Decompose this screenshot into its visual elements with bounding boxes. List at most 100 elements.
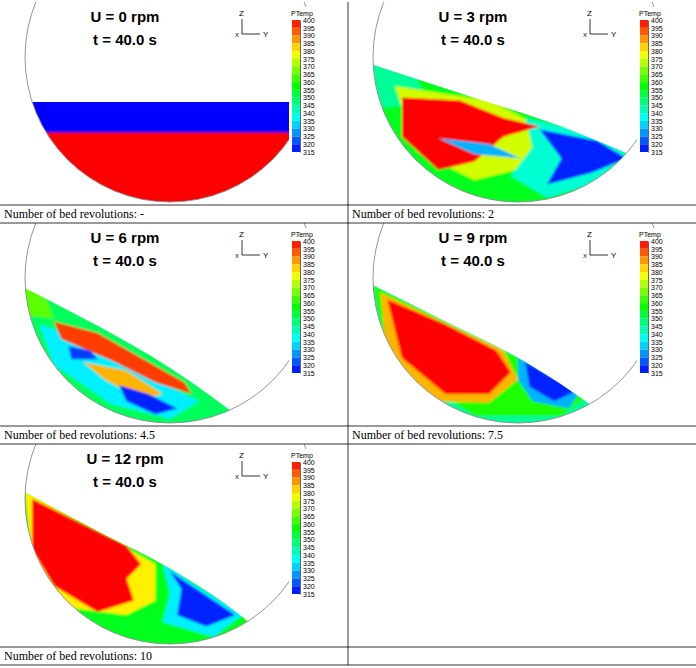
temperature-region — [170, 572, 235, 627]
colorbar-band — [292, 311, 300, 319]
colorbar-band — [292, 319, 300, 327]
panel-content — [5, 2, 335, 205]
triad-z-axis — [242, 240, 243, 255]
colorbar-tick: 345 — [300, 544, 315, 551]
colorbar-tick-label: 315 — [651, 149, 663, 156]
colorbar-band — [292, 303, 300, 311]
panel-content — [5, 223, 335, 426]
colorbar-tick: 335 — [648, 118, 663, 125]
colorbar-band — [292, 288, 300, 296]
colorbar-band — [292, 264, 300, 272]
triad-z-label: Z — [239, 230, 244, 239]
triad-y-label: Y — [263, 30, 269, 39]
colorbar-tick: 375 — [300, 498, 315, 505]
colorbar-tick: 375 — [300, 56, 315, 63]
colorbar-axis-line — [300, 463, 301, 595]
colorbar-tick-label: 375 — [651, 277, 663, 284]
colorbar-tick: 370 — [300, 505, 315, 512]
colorbar-tick: 340 — [648, 331, 663, 338]
colorbar-tick: 390 — [648, 32, 663, 39]
colorbar-band — [292, 547, 300, 555]
colorbar-tick-label: 400 — [303, 17, 315, 24]
colorbar-tick: 385 — [648, 40, 663, 47]
colorbar-band — [292, 563, 300, 571]
colorbar-tick: 325 — [300, 575, 315, 582]
panel-caption: Number of bed revolutions: 7.5 — [352, 428, 503, 442]
colorbar-band — [292, 67, 300, 75]
table-rules — [0, 2, 696, 665]
bed-base — [353, 2, 683, 205]
colorbar-band — [640, 350, 648, 358]
colorbar-tick: 315 — [648, 149, 663, 156]
bed — [5, 2, 335, 205]
colorbar-background — [289, 7, 323, 158]
colorbar-tick-label: 315 — [303, 370, 315, 377]
colorbar-background — [637, 228, 671, 379]
colorbar-tick-label: 340 — [303, 552, 315, 559]
axis-triad: ZYX — [583, 9, 617, 39]
colorbar-tick-label: 380 — [303, 48, 315, 55]
colorbar-tick: 400 — [648, 17, 663, 24]
panel-caption: Number of bed revolutions: 2 — [352, 207, 494, 221]
colorbar-tick-label: 345 — [303, 544, 315, 551]
colorbar-tick-label: 315 — [651, 370, 663, 377]
colorbar-tick-label: 350 — [303, 94, 315, 101]
triad-y-label: Y — [611, 251, 617, 260]
colorbar-band — [640, 303, 648, 311]
colorbar-tick: 385 — [300, 40, 315, 47]
colorbar-tick: 335 — [648, 339, 663, 346]
colorbar-band — [292, 59, 300, 67]
colorbar-tick: 385 — [300, 261, 315, 268]
colorbar-band — [292, 334, 300, 342]
colorbar-tick: 365 — [300, 292, 315, 299]
colorbar-tick-label: 340 — [303, 331, 315, 338]
colorbar-band — [292, 43, 300, 51]
axis-triad: ZYX — [583, 230, 617, 260]
colorbar-tick-label: 380 — [651, 269, 663, 276]
colorbar-tick: 350 — [648, 315, 663, 322]
colorbar-band — [292, 295, 300, 303]
bed-base — [353, 223, 683, 426]
colorbar-tick: 350 — [300, 315, 315, 322]
colorbar-tick: 340 — [300, 110, 315, 117]
colorbar-tick-label: 320 — [651, 362, 663, 369]
colorbar-tick-label: 360 — [303, 300, 315, 307]
panel-content — [5, 444, 335, 647]
colorbar-band — [640, 288, 648, 296]
colorbar-tick: 360 — [648, 300, 663, 307]
colorbar-tick-label: 360 — [651, 79, 663, 86]
colorbar-tick: 380 — [648, 48, 663, 55]
colorbar-tick-label: 345 — [303, 323, 315, 330]
colorbar-band — [640, 121, 648, 129]
drum-area — [5, 444, 335, 647]
colorbar: 4003953903853803753703653603553503453403… — [289, 7, 323, 158]
triad-z-axis — [590, 19, 591, 34]
drum-wall — [25, 2, 315, 202]
colorbar-tick: 340 — [648, 110, 663, 117]
drum-wall — [373, 223, 663, 423]
colorbar-tick-label: 370 — [303, 63, 315, 70]
colorbar-tick: 365 — [300, 513, 315, 520]
colorbar-tick: 320 — [648, 141, 663, 148]
colorbar-axis: 4003953903853803753703653603553503453403… — [300, 459, 315, 598]
colorbar-tick-label: 335 — [303, 339, 315, 346]
temperature-region — [163, 564, 243, 637]
temperature-region — [540, 130, 627, 185]
colorbar-band — [640, 295, 648, 303]
panel-subtitle: t = 40.0 s — [93, 31, 157, 48]
colorbar-tick-label: 400 — [303, 459, 315, 466]
temperature-region — [525, 362, 576, 401]
colorbar-tick: 395 — [648, 25, 663, 32]
axis-triad: ZYX — [235, 451, 269, 481]
colorbar-tick-label: 345 — [303, 102, 315, 109]
triad-y-axis — [242, 34, 260, 35]
bed-base — [5, 444, 335, 647]
colorbar-tick-label: 370 — [303, 284, 315, 291]
colorbar-tick-label: 395 — [303, 25, 315, 32]
colorbar-tick: 315 — [300, 591, 315, 598]
colorbar-tick-label: 340 — [303, 110, 315, 117]
colorbar-tick-label: 360 — [651, 300, 663, 307]
colorbar-tick: 400 — [300, 17, 315, 24]
colorbar-band — [640, 43, 648, 51]
colorbar-tick-label: 385 — [651, 261, 663, 268]
